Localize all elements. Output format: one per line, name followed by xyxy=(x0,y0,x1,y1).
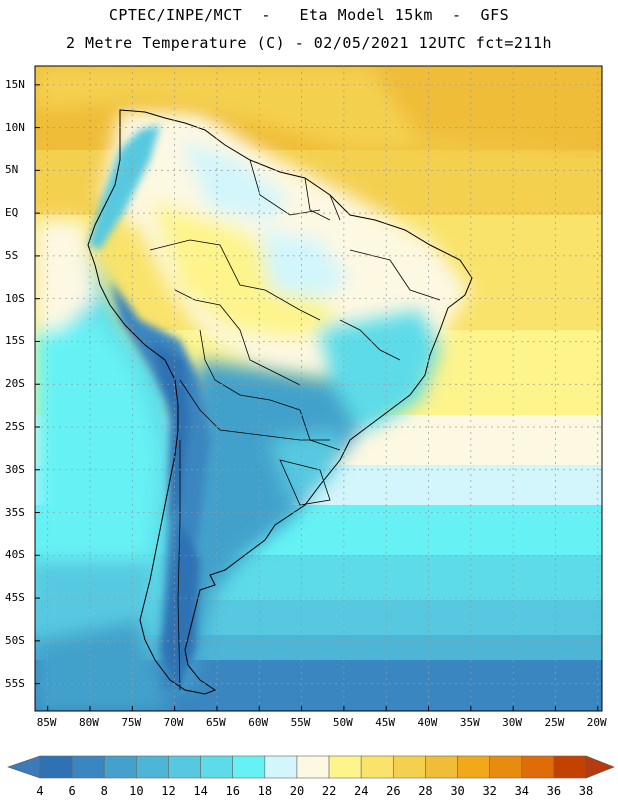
colorbar-label: 4 xyxy=(36,784,44,798)
colorbar-label: 36 xyxy=(546,784,562,798)
colorbar-segment xyxy=(296,755,330,779)
lat-label: 25S xyxy=(5,419,25,433)
colorbar-segment xyxy=(232,755,266,779)
colorbar-segment xyxy=(39,755,73,779)
lat-label: 5S xyxy=(5,248,19,262)
lon-label: 45W xyxy=(375,716,396,729)
graticule xyxy=(35,66,602,711)
colorbar-label: 38 xyxy=(578,784,594,798)
colorbar-segment xyxy=(103,755,137,779)
colorbar-segment xyxy=(71,755,105,779)
colorbar-label: 30 xyxy=(450,784,465,798)
lat-label: 5N xyxy=(5,163,19,177)
colorbar-segment xyxy=(360,755,394,779)
colorbar-segment xyxy=(392,755,426,779)
lat-label: 15N xyxy=(5,77,25,91)
colorbar-high-arrow xyxy=(585,755,615,779)
lon-label: 40W xyxy=(417,716,438,729)
colorbar-segment xyxy=(489,755,523,779)
colorbar-label: 16 xyxy=(225,784,240,798)
colorbar-label: 20 xyxy=(289,784,305,798)
colorbar-segment xyxy=(553,755,587,779)
colorbar-segment xyxy=(264,755,298,779)
colorbar-label: 14 xyxy=(193,784,208,798)
coastline xyxy=(87,109,473,695)
lon-label: 35W xyxy=(459,716,480,729)
colorbar-label: 18 xyxy=(257,784,273,798)
lon-label: 65W xyxy=(205,716,226,729)
lon-label: 30W xyxy=(502,716,523,729)
colorbar-segment xyxy=(425,755,458,779)
colorbar-label: 10 xyxy=(129,784,144,798)
lat-label: 35S xyxy=(5,505,25,519)
lat-label: EQ xyxy=(5,206,19,220)
colorbar-label: 28 xyxy=(418,784,433,798)
lat-label: 40S xyxy=(5,548,25,562)
colorbar-label: 34 xyxy=(514,784,530,798)
colorbar-segment xyxy=(168,755,201,779)
colorbar-segment xyxy=(328,755,362,779)
lon-label: 80W xyxy=(79,716,99,729)
colorbar-segment xyxy=(457,755,490,779)
lon-label: 60W xyxy=(248,716,269,729)
colorbar xyxy=(7,755,615,779)
lat-label: 20S xyxy=(5,377,25,391)
colorbar-label: 12 xyxy=(161,784,176,798)
lat-label: 55S xyxy=(5,676,25,690)
colorbar-segment xyxy=(200,755,234,779)
colorbar-label: 8 xyxy=(100,784,108,798)
colorbar-label: 26 xyxy=(386,784,401,798)
map-frame xyxy=(34,65,603,712)
colorbar-low-arrow xyxy=(7,755,41,779)
colorbar-label: 24 xyxy=(353,784,369,798)
colorbar-label: 32 xyxy=(482,784,497,798)
chart-title-line2: 2 Metre Temperature (C) - 02/05/2021 12U… xyxy=(65,34,553,52)
colorbar-segment xyxy=(521,755,555,779)
colorbar-label: 6 xyxy=(68,784,76,798)
lon-label: 50W xyxy=(332,716,353,729)
lat-label: 50S xyxy=(5,633,25,647)
lon-label: 25W xyxy=(544,716,565,729)
axis-ticks xyxy=(35,84,599,711)
lat-label: 10N xyxy=(5,120,25,134)
colorbar-segment xyxy=(136,755,169,779)
chart-title-line1: CPTEC/INPE/MCT - Eta Model 15km - GFS xyxy=(108,6,510,24)
lat-label: 10S xyxy=(5,291,25,305)
lon-label: 85W xyxy=(36,716,57,729)
lon-label: 75W xyxy=(121,716,142,729)
colorbar-label: 22 xyxy=(321,784,337,798)
lon-label: 20W xyxy=(586,716,607,729)
lat-label: 30S xyxy=(5,462,25,476)
lon-label: 55W xyxy=(290,716,311,729)
country-borders xyxy=(149,159,441,691)
lat-label: 15S xyxy=(5,334,25,348)
temperature-field xyxy=(35,66,602,711)
lat-label: 45S xyxy=(5,591,25,605)
lon-label: 70W xyxy=(163,716,184,729)
